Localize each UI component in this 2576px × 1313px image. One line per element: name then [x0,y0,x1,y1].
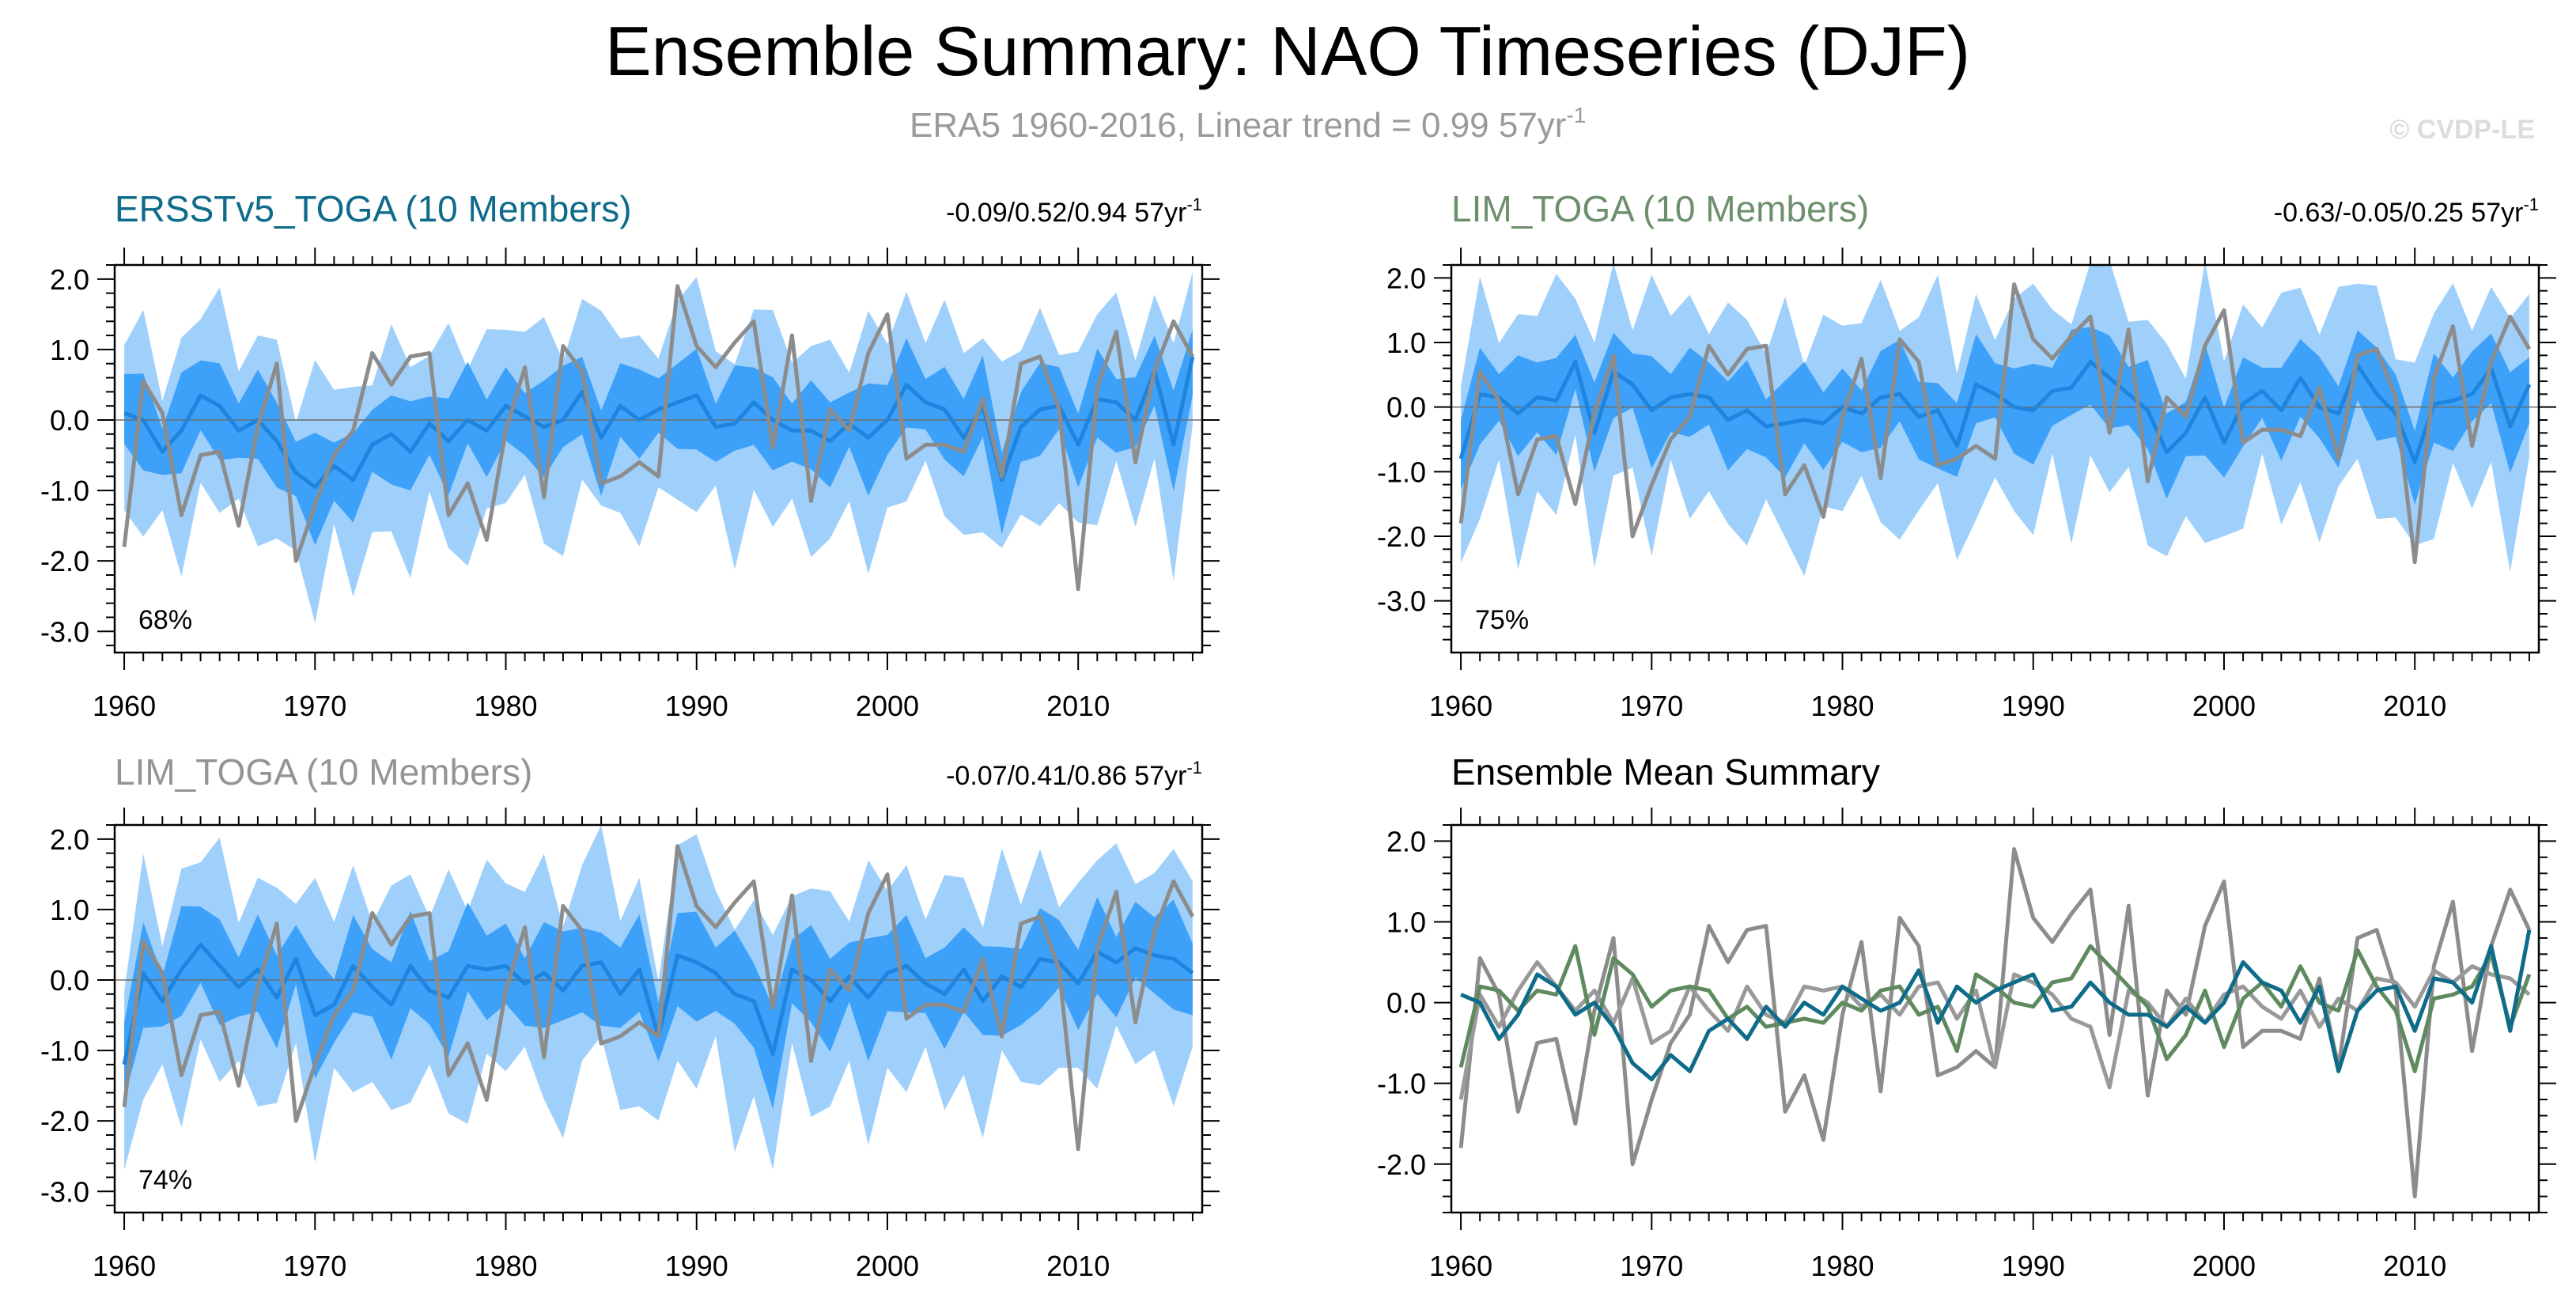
panel-percent-label: 68% [138,605,192,635]
x-tick-label: 1990 [2002,690,2065,722]
y-tick-label: 1.0 [1386,327,1426,359]
y-tick-label: 1.0 [1386,906,1426,939]
observed-era5-line [1458,282,2532,565]
outer-range-band [1461,265,2529,577]
y-tick-label: 1.0 [50,334,89,366]
panel-percent-label: 75% [1475,605,1529,635]
ensemble-mean-line [123,356,1195,490]
y-tick-label: -2.0 [40,545,89,577]
panel-trend-value: -0.07/0.41/0.86 57yr [946,761,1186,791]
figure-subtitle: ERA5 1960-2016, Linear trend = 0.99 57yr… [910,103,1586,145]
x-tick-label: 2010 [1046,690,1110,722]
x-tick-label: 2000 [2192,1250,2256,1282]
observed-era5-line [1458,847,2532,1199]
y-tick-label: 2.0 [1386,825,1426,857]
inner-range-band [124,896,1193,1109]
x-tick-label: 2010 [2383,1250,2446,1282]
y-tick-label: 0.0 [1386,392,1426,424]
x-tick-label: 1990 [2002,1250,2065,1282]
y-tick-label: 2.0 [50,823,89,856]
x-tick-label: 2000 [856,690,919,722]
y-tick-label: -1.0 [1377,456,1426,488]
lim-toga-2-mean-line [1458,960,2531,1100]
y-tick-label: -1.0 [1377,1068,1426,1100]
y-tick-label: -2.0 [1377,520,1426,553]
x-tick-label: 2010 [2383,690,2446,722]
x-tick-label: 2000 [856,1250,919,1282]
lim-toga-mean-line [1458,944,2532,1073]
figure-title: Ensemble Summary: NAO Timeseries (DJF) [605,12,1970,90]
panel-trend-value: -0.63/-0.05/0.25 57yr [2274,198,2524,228]
panel-lim-2: LIM_TOGA (10 Members) -0.07/0.41/0.86 57y… [40,751,1220,1282]
panel-trend-label: -0.09/0.52/0.94 57yr-1 [946,195,1202,228]
y-tick-label: 2.0 [50,263,89,296]
y-tick-label: -1.0 [40,1035,89,1067]
panel-title: LIM_TOGA (10 Members) [1451,188,1869,229]
ersst-toga-mean-line [1460,929,2532,1082]
panel-trend-label: -0.07/0.41/0.86 57yr-1 [946,758,1202,791]
x-tick-label: 1970 [283,690,346,722]
panel-ersst: ERSSTv5_TOGA (10 Members) -0.09/0.52/0.94… [40,188,1220,722]
figure-subtitle-sup: -1 [1566,103,1586,127]
inner-range-band [1461,327,2529,505]
panel-title: ERSSTv5_TOGA (10 Members) [115,188,632,229]
panel-trend-sup: -1 [2523,195,2539,214]
x-tick-label: 1970 [1620,690,1683,722]
observed-era5-line [122,844,1195,1152]
x-tick-label: 1990 [665,690,728,722]
credit-watermark: © CVDP-LE [2389,115,2535,145]
inner-range-band [124,329,1193,546]
panel-trend-sup: -1 [1186,195,1202,214]
y-tick-label: 2.0 [1386,262,1426,294]
panel-ensemble-mean-summary: Ensemble Mean Summary 2.0 1.0 0.0 -1.0 -2.0 19… [1377,751,2556,1282]
plot-area [115,825,1202,1171]
y-tick-label: 0.0 [50,964,89,997]
x-tick-label: 2000 [2192,690,2256,722]
y-tick-label: -2.0 [40,1105,89,1137]
panel-trend-label: -0.63/-0.05/0.25 57yr-1 [2274,195,2539,228]
y-tick-label: 0.0 [50,404,89,437]
x-tick-label: 1960 [93,1250,156,1282]
panel-title: Ensemble Mean Summary [1451,751,1880,793]
x-tick-label: 2010 [1046,1250,1110,1282]
plot-area [1451,265,2539,577]
y-tick-label: -1.0 [40,475,89,507]
y-tick-label: 1.0 [50,894,89,926]
y-tick-label: -3.0 [40,615,89,648]
panel-trend-sup: -1 [1186,758,1202,778]
plot-area [115,271,1202,623]
panel-title: LIM_TOGA (10 Members) [115,751,532,793]
plot-area [1458,847,2532,1199]
y-tick-label: -2.0 [1377,1148,1426,1181]
x-tick-label: 1960 [1429,1250,1492,1282]
outer-range-band [124,825,1193,1171]
x-tick-label: 1960 [93,690,156,722]
x-tick-label: 1960 [1429,690,1492,722]
x-tick-label: 1970 [283,1250,346,1282]
figure-subtitle-text: ERA5 1960-2016, Linear trend = 0.99 57yr [910,106,1566,145]
outer-range-band [124,271,1193,623]
panel-percent-label: 74% [138,1165,192,1195]
x-tick-label: 1980 [1810,1250,1874,1282]
observed-era5-line [122,284,1195,592]
panel-trend-value: -0.09/0.52/0.94 57yr [946,198,1186,228]
y-tick-label: -3.0 [40,1175,89,1208]
x-tick-label: 1980 [1810,690,1874,722]
x-tick-label: 1990 [665,1250,728,1282]
y-tick-label: 0.0 [1386,987,1426,1020]
x-tick-label: 1980 [474,1250,537,1282]
x-tick-label: 1970 [1620,1250,1683,1282]
panel-lim: LIM_TOGA (10 Members) -0.63/-0.05/0.25 57… [1377,188,2556,722]
y-tick-label: -3.0 [1377,585,1426,618]
x-tick-label: 1980 [474,690,537,722]
